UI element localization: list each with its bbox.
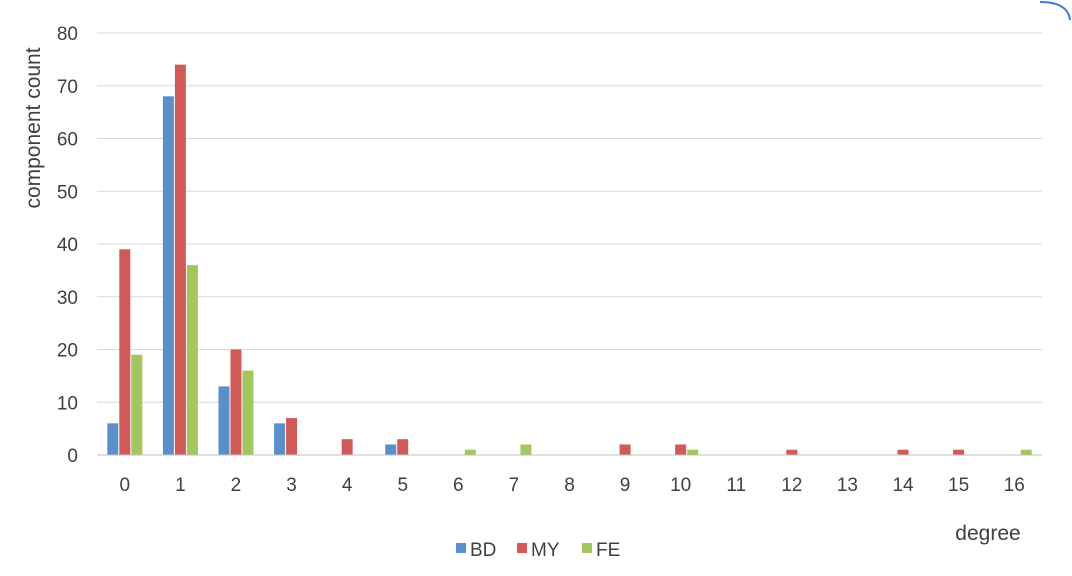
bar-fe [687, 449, 699, 455]
x-tick-label: 9 [620, 475, 631, 496]
x-axis-tick-labels: 0 1 2 3 4 5 6 7 8 9 10 11 12 13 14 15 16 [120, 475, 1025, 496]
legend-item-bd: BD [456, 540, 496, 561]
bar-bd [107, 423, 119, 455]
bar-my [675, 444, 687, 455]
y-tick-label: 30 [57, 288, 78, 309]
legend-item-fe: FE [582, 540, 620, 561]
legend-swatch [582, 543, 592, 553]
bar-my [897, 449, 909, 455]
legend-item-my: MY [517, 540, 560, 561]
y-axis-tick-labels: 0 10 20 30 40 50 60 70 80 [57, 24, 78, 467]
y-tick-label: 50 [57, 182, 78, 203]
x-tick-label: 14 [892, 475, 914, 496]
y-tick-label: 20 [57, 341, 78, 362]
bar-my [119, 249, 131, 455]
bar-fe [242, 370, 254, 455]
bar-bd [385, 444, 397, 455]
bar-my [786, 449, 798, 455]
x-tick-label: 2 [231, 475, 242, 496]
bar-my [619, 444, 631, 455]
bar-bd [218, 386, 230, 455]
frame-corner [1039, 1, 1071, 21]
x-tick-label: 13 [837, 475, 858, 496]
y-tick-label: 80 [57, 24, 78, 45]
legend-swatch [456, 543, 466, 553]
legend-label: MY [531, 540, 560, 561]
x-tick-label: 4 [342, 475, 353, 496]
bar-my [230, 349, 242, 455]
x-tick-label: 12 [781, 475, 802, 496]
x-axis-label: degree [955, 522, 1020, 545]
y-axis-label: component count [22, 47, 45, 208]
y-tick-label: 60 [57, 130, 78, 151]
bars [107, 64, 1032, 456]
x-tick-label: 8 [564, 475, 575, 496]
x-tick-label: 3 [286, 475, 297, 496]
x-tick-label: 7 [509, 475, 520, 496]
bar-my [341, 439, 353, 455]
bar-fe [186, 265, 198, 455]
bar-fe [520, 444, 532, 455]
legend-swatch [517, 543, 527, 553]
bar-my [174, 64, 186, 456]
legend-label: FE [596, 540, 620, 561]
bar-bd [274, 423, 286, 455]
x-tick-label: 11 [726, 475, 746, 496]
x-tick-label: 5 [397, 475, 408, 496]
bar-fe [131, 354, 143, 455]
legend-label: BD [470, 540, 496, 561]
x-tick-label: 16 [1004, 475, 1025, 496]
y-tick-label: 70 [57, 77, 78, 98]
y-tick-label: 10 [57, 393, 78, 414]
x-tick-label: 15 [948, 475, 969, 496]
x-tick-label: 0 [120, 475, 131, 496]
y-tick-label: 0 [67, 446, 78, 467]
bar-my [397, 439, 409, 455]
bar-fe [1020, 449, 1032, 455]
x-tick-label: 10 [670, 475, 691, 496]
legend: BD MY FE [456, 540, 620, 561]
y-tick-label: 40 [57, 235, 78, 256]
bar-my [953, 449, 965, 455]
x-tick-label: 1 [175, 475, 186, 496]
bar-bd [162, 96, 174, 456]
bar-my [286, 418, 298, 455]
gridlines [97, 32, 1042, 403]
x-tick-label: 6 [453, 475, 464, 496]
bar-fe [464, 449, 476, 455]
